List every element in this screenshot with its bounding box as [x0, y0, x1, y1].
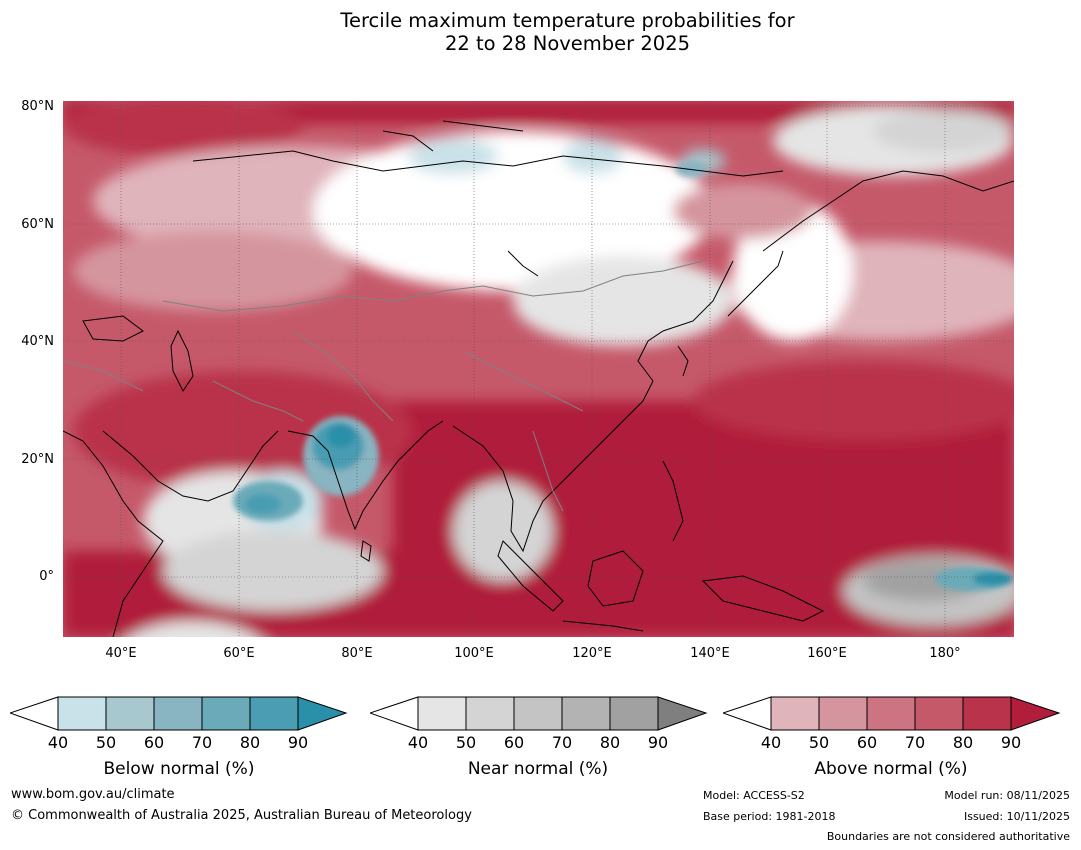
lat-label-20n: 20°N: [21, 452, 54, 467]
below-tick-70: 70: [191, 733, 213, 752]
near-swatch-40: [417, 696, 467, 731]
near-tick-40: 40: [407, 733, 429, 752]
no-signal-region: [313, 131, 713, 291]
near-swatch-60: [513, 696, 563, 731]
above-tick-90: 90: [1000, 733, 1022, 752]
coastlines: [63, 120, 1014, 637]
base-period-text: Base period: 1981-2018: [703, 810, 836, 823]
above-normal-label: Above normal (%): [814, 759, 968, 779]
issued-text: Issued: 10/11/2025: [963, 810, 1070, 823]
graticule: [63, 101, 1014, 637]
lat-label-0: 0°: [39, 569, 54, 584]
colorbar-below: [10, 696, 348, 731]
near-swatch-50: [465, 696, 515, 731]
map-title: Tercile maximum temperature probabilitie…: [0, 9, 1081, 55]
below-swatch-40: [57, 696, 107, 731]
below-tick-60: 60: [143, 733, 165, 752]
below-40-region: [408, 138, 498, 174]
near-tick-50: 50: [455, 733, 477, 752]
below-40-region: [563, 138, 623, 174]
lon-label-140e: 140°E: [690, 646, 730, 661]
below-swatch-60: [153, 696, 203, 731]
near-tick-60: 60: [503, 733, 525, 752]
strong-signal-fields: [233, 161, 1013, 591]
model-text: Model: ACCESS-S2: [703, 789, 805, 802]
above-tick-40: 40: [760, 733, 782, 752]
map-title-line2: 22 to 28 November 2025: [444, 32, 691, 55]
lat-label-80n: 80°N: [21, 99, 54, 114]
near-tick-90: 90: [647, 733, 669, 752]
near-swatch-80: [609, 696, 659, 731]
lon-label-80e: 80°E: [341, 646, 373, 661]
above-swatch-40: [770, 696, 820, 731]
colorbar-near: [370, 696, 708, 731]
below-swatch-80: [249, 696, 299, 731]
below-normal-label: Below normal (%): [103, 759, 255, 779]
near-50-region: [163, 531, 383, 611]
below-tick-80: 80: [239, 733, 261, 752]
above-extension-high: [1010, 696, 1061, 731]
lon-label-100e: 100°E: [454, 646, 494, 661]
near-50-region: [873, 109, 1013, 153]
above-90-region: [63, 101, 1014, 123]
below-swatch-50: [105, 696, 155, 731]
lat-label-60n: 60°N: [21, 217, 54, 232]
copyright-text: © Commonwealth of Australia 2025, Austra…: [11, 808, 472, 823]
near-normal-label: Near normal (%): [467, 759, 609, 779]
probability-fields: [63, 101, 1014, 637]
above-tick-50: 50: [808, 733, 830, 752]
above-swatch-80: [962, 696, 1012, 731]
probability-map: [63, 101, 1014, 637]
below-tick-40: 40: [47, 733, 69, 752]
country-borders: [63, 260, 704, 512]
lon-label-40e: 40°E: [105, 646, 137, 661]
above-extension-low: [723, 696, 772, 731]
lat-label-40n: 40°N: [21, 334, 54, 349]
above-tick-80: 80: [952, 733, 974, 752]
below-extension-high: [297, 696, 348, 731]
above-swatch-70: [914, 696, 964, 731]
model-run-text: Model run: 08/11/2025: [944, 789, 1070, 802]
bom-climate-link[interactable]: www.bom.gov.au/climate: [11, 787, 175, 802]
lon-label-160e: 160°E: [807, 646, 847, 661]
below-tick-90: 90: [287, 733, 309, 752]
lon-label-180: 180°: [929, 646, 961, 661]
near-50-region: [453, 481, 553, 581]
above-swatch-50: [818, 696, 868, 731]
above-50-region: [73, 231, 353, 311]
below-90-region: [327, 424, 355, 448]
near-tick-70: 70: [551, 733, 573, 752]
map-title-line1: Tercile maximum temperature probabilitie…: [340, 9, 795, 32]
above-80-region: [693, 361, 1014, 441]
near-extension-high: [657, 696, 708, 731]
near-tick-80: 80: [599, 733, 621, 752]
above-50-region: [673, 183, 813, 239]
lon-label-120e: 120°E: [572, 646, 612, 661]
lon-label-60e: 60°E: [223, 646, 255, 661]
below-80-region: [245, 494, 281, 514]
above-swatch-60: [866, 696, 916, 731]
near-40-region: [129, 621, 257, 637]
above-tick-60: 60: [856, 733, 878, 752]
disclaimer-text: Boundaries are not considered authoritat…: [826, 830, 1070, 843]
near-40-region: [513, 256, 733, 346]
map-svg: [63, 101, 1014, 637]
below-swatch-70: [201, 696, 251, 731]
near-extension-low: [370, 696, 419, 731]
below-extension-low: [10, 696, 59, 731]
above-tick-70: 70: [904, 733, 926, 752]
below-90-region: [973, 572, 1013, 586]
above-80-region: [63, 101, 303, 156]
near-swatch-70: [561, 696, 611, 731]
below-tick-50: 50: [95, 733, 117, 752]
colorbar-above: [723, 696, 1061, 731]
